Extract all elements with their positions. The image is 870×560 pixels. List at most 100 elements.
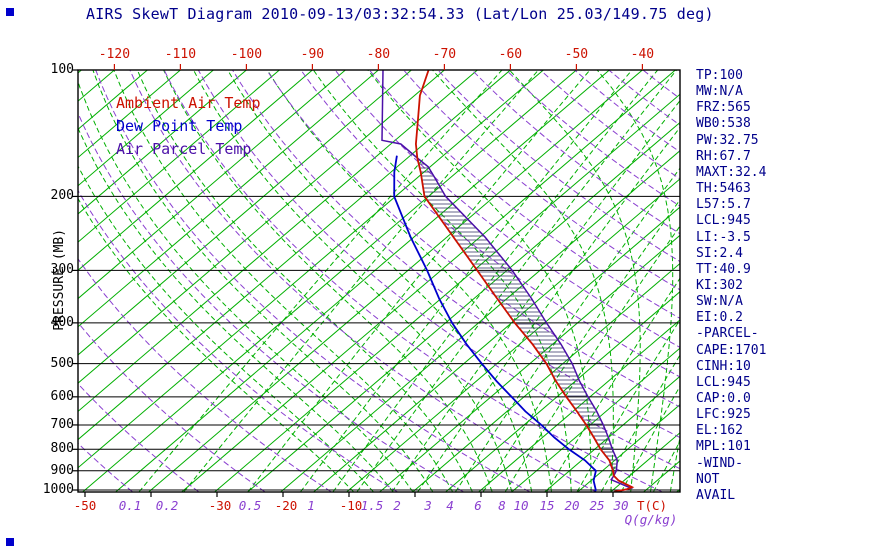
mixing-ratio-line: [183, 70, 539, 492]
mixing-ratio-line: [417, 126, 680, 492]
mixing-ratio-line: [576, 318, 680, 492]
stat-line: LCL:945: [696, 374, 751, 390]
top-temp-tick-label: -100: [230, 47, 263, 62]
isotherm-line: [78, 70, 379, 328]
stat-line: LFC:925: [696, 407, 751, 423]
moist-adiabat-line: [227, 70, 533, 492]
isotherm-line: [78, 70, 214, 187]
isotherm-line: [78, 70, 346, 300]
moist-adiabat-line: [509, 70, 641, 492]
isotherm-line: [78, 70, 478, 413]
moist-adiabat-line: [809, 70, 870, 492]
parcel-curve: [381, 70, 634, 492]
dry-adiabat-line: [437, 70, 680, 263]
moist-adiabat-line: [750, 70, 870, 492]
stat-line: PW:32.75: [696, 132, 759, 148]
mixing-ratio-line: [620, 385, 680, 492]
bottom-axis-label: -10: [339, 498, 363, 513]
pressure-tick-label: 100: [50, 62, 74, 77]
isotherm-line: [247, 121, 680, 492]
isotherm-line: [544, 375, 680, 492]
pressure-tick-label: 1000: [42, 482, 74, 497]
stat-line: CAP:0.0: [696, 391, 751, 406]
moist-adiabat-line: [113, 70, 453, 492]
mixing-ratio-line: [653, 440, 680, 492]
isotherm-line: [78, 70, 544, 469]
dry-adiabat-line: [403, 70, 680, 291]
dry-adiabat-line: [78, 112, 464, 492]
stat-line: MW:N/A: [696, 84, 743, 100]
bottom-axis-label: 6: [474, 498, 482, 513]
isotherm-line: [78, 70, 445, 384]
bottom-axis-label: T(C): [636, 498, 668, 513]
mixing-ratio-line: [504, 225, 680, 492]
isotherm-line: [78, 70, 511, 441]
stat-line: NOT: [696, 471, 720, 487]
dry-adiabat-line: [78, 383, 199, 492]
isotherm-line: [412, 262, 680, 492]
dry-adiabat-line: [471, 70, 680, 235]
isotherm-line: [280, 150, 680, 492]
pressure-tick-label: 300: [50, 262, 74, 278]
dry-adiabat-line: [78, 258, 332, 492]
stat-line: EL:162: [696, 423, 743, 439]
pressure-tick-label: 600: [50, 388, 74, 404]
chart-title: AIRS SkewT Diagram 2010-09-13/03:32:54.3…: [86, 5, 714, 23]
mixing-ratio-line: [356, 70, 677, 492]
bottom-axis-label: 30: [613, 498, 629, 513]
bottom-axis-label: 15: [539, 498, 555, 513]
moist-adiabat-line: [367, 70, 592, 492]
stat-line: EI:0.2: [696, 310, 743, 326]
bottom-axis-label: 4: [446, 498, 454, 513]
mixing-ratio-line: [247, 70, 591, 492]
top-temp-tick-label: -120: [98, 47, 131, 62]
top-temp-tick-label: -80: [366, 47, 391, 62]
bottom-axis-label: 1.5: [360, 498, 384, 513]
stat-line: -PARCEL-: [696, 326, 759, 342]
moist-adiabat-line: [78, 197, 354, 492]
stat-line: MPL:101: [696, 439, 751, 455]
stat-line: CAPE:1701: [696, 342, 767, 358]
dry-adiabat-line: [232, 70, 680, 439]
pressure-tick-label: 500: [50, 355, 74, 371]
pressure-tick-label: 200: [50, 188, 74, 204]
grid-layer: [78, 70, 870, 492]
top-temp-tick-label: -90: [300, 47, 325, 62]
cape-hatch-layer: [418, 159, 617, 473]
top-temp-tick-label: -60: [498, 47, 523, 62]
isotherm-line: [78, 70, 313, 271]
stat-line: CINH:10: [696, 358, 751, 374]
pressure-tick-label: 700: [50, 416, 74, 432]
isotherm-line: [78, 70, 280, 243]
moist-adiabat-line: [78, 126, 394, 492]
legend-ambient-label: Ambient Air Temp: [116, 94, 261, 112]
dry-adiabat-line: [369, 70, 680, 319]
ambient-temp-curve: [414, 70, 635, 492]
dewpoint-curve: [393, 155, 597, 492]
isotherm-line: [78, 70, 247, 215]
top-temp-tick-label: -40: [630, 47, 655, 62]
isotherm-line: [478, 319, 680, 492]
sounding-curves: [381, 70, 635, 492]
top-temp-tick-label: -110: [164, 47, 197, 62]
isotherm-line: [379, 234, 680, 492]
mixing-ratio-line: [600, 354, 680, 492]
stat-line: MAXT:32.4: [696, 164, 767, 180]
top-temp-tick-label: -50: [564, 47, 589, 62]
corner-marker-top: [6, 8, 14, 16]
dry-adiabat-line: [163, 70, 663, 492]
bottom-axis-label: -30: [208, 498, 232, 513]
bottom-axis-label: 25: [589, 498, 605, 513]
bottom-axis-label: -50: [73, 498, 97, 513]
stat-line: FRZ:565: [696, 100, 751, 116]
stat-line: LCL:945: [696, 213, 751, 229]
mixing-ratio-line: [332, 70, 659, 492]
bottom-axis-label: 20: [564, 498, 580, 513]
stat-line: AVAIL: [696, 487, 736, 503]
bottom-axis-label: 2: [393, 498, 401, 513]
stat-line: -WIND-: [696, 455, 743, 471]
moist-adiabat-line: [78, 80, 414, 492]
bottom-axis-label: 0.2: [155, 498, 179, 513]
